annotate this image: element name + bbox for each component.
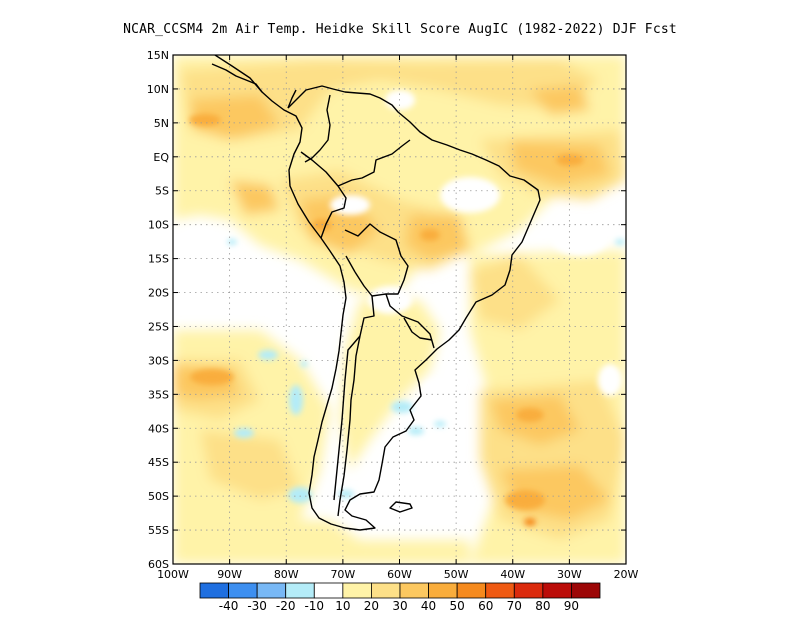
colorbar-label: 50 xyxy=(450,599,465,613)
colorbar-swatch xyxy=(456,582,487,599)
lat-label: 50S xyxy=(148,490,169,503)
colorbar-swatch xyxy=(313,582,344,599)
south-america-coastline xyxy=(211,55,541,531)
lat-label: 5S xyxy=(155,185,169,198)
colorbar-swatch xyxy=(256,582,287,599)
colorbar-label: 60 xyxy=(478,599,493,613)
colorbar-swatch xyxy=(399,582,429,599)
lat-label: 35S xyxy=(148,388,169,401)
lon-label: 70W xyxy=(330,568,355,581)
lat-label: 55S xyxy=(148,524,169,537)
lat-label: EQ xyxy=(153,151,169,164)
lon-label: 30W xyxy=(557,568,582,581)
lat-label: 25S xyxy=(148,320,169,333)
lat-label: 60S xyxy=(148,558,169,571)
lat-label: 40S xyxy=(148,422,169,435)
lon-label: 50W xyxy=(444,568,469,581)
lon-label: 60W xyxy=(387,568,412,581)
lat-label: 30S xyxy=(148,354,169,367)
colorbar xyxy=(199,582,601,599)
colorbar-swatch xyxy=(542,582,572,599)
colorbar-label: -10 xyxy=(304,599,324,613)
colorbar-swatch xyxy=(428,582,458,599)
colorbar-label: 80 xyxy=(535,599,550,613)
lat-label: 15S xyxy=(148,253,169,266)
colorbar-label: 40 xyxy=(421,599,436,613)
colorbar-label: 20 xyxy=(364,599,379,613)
colorbar-label: -30 xyxy=(247,599,267,613)
colorbar-swatch xyxy=(571,582,601,599)
lon-label: 40W xyxy=(500,568,525,581)
lat-label: 10S xyxy=(148,219,169,232)
lat-label: 5N xyxy=(154,117,169,130)
colorbar-label: 30 xyxy=(392,599,407,613)
colorbar-label: -40 xyxy=(219,599,239,613)
latitude-labels: 15N 10N 5N EQ 5S 10S 15S 20S 25S 30S 35S 40S 45S 50S 5… xyxy=(147,49,170,571)
colorbar-label: 70 xyxy=(507,599,522,613)
lon-label: 100W xyxy=(157,568,189,581)
lat-label: 45S xyxy=(148,456,169,469)
longitude-labels: 100W 90W 80W 70W 60W 50W 40W 30W 20W xyxy=(157,568,638,581)
colorbar-label: -20 xyxy=(276,599,296,613)
colorbar-swatch xyxy=(513,582,544,599)
map-title: NCAR_CCSM4 2m Air Temp. Heidke Skill Sco… xyxy=(123,22,677,37)
lon-label: 80W xyxy=(274,568,299,581)
lon-label: 20W xyxy=(614,568,639,581)
colorbar-label: 10 xyxy=(335,599,350,613)
lat-label: 15N xyxy=(147,49,169,62)
colorbar-label: 90 xyxy=(564,599,579,613)
axis-ticks xyxy=(172,54,627,565)
colorbar-swatch xyxy=(228,582,258,599)
lat-label: 10N xyxy=(147,83,169,96)
lat-label: 20S xyxy=(148,287,169,300)
colorbar-swatch xyxy=(342,582,372,599)
colorbar-swatch xyxy=(485,582,515,599)
colorbar-swatch xyxy=(371,582,401,599)
colorbar-labels: -40 -30 -20 -10 10 20 30 40 50 60 70 80 90 xyxy=(219,599,579,613)
colorbar-swatch xyxy=(199,582,229,599)
colorbar-swatch xyxy=(285,582,315,599)
lon-label: 90W xyxy=(217,568,242,581)
